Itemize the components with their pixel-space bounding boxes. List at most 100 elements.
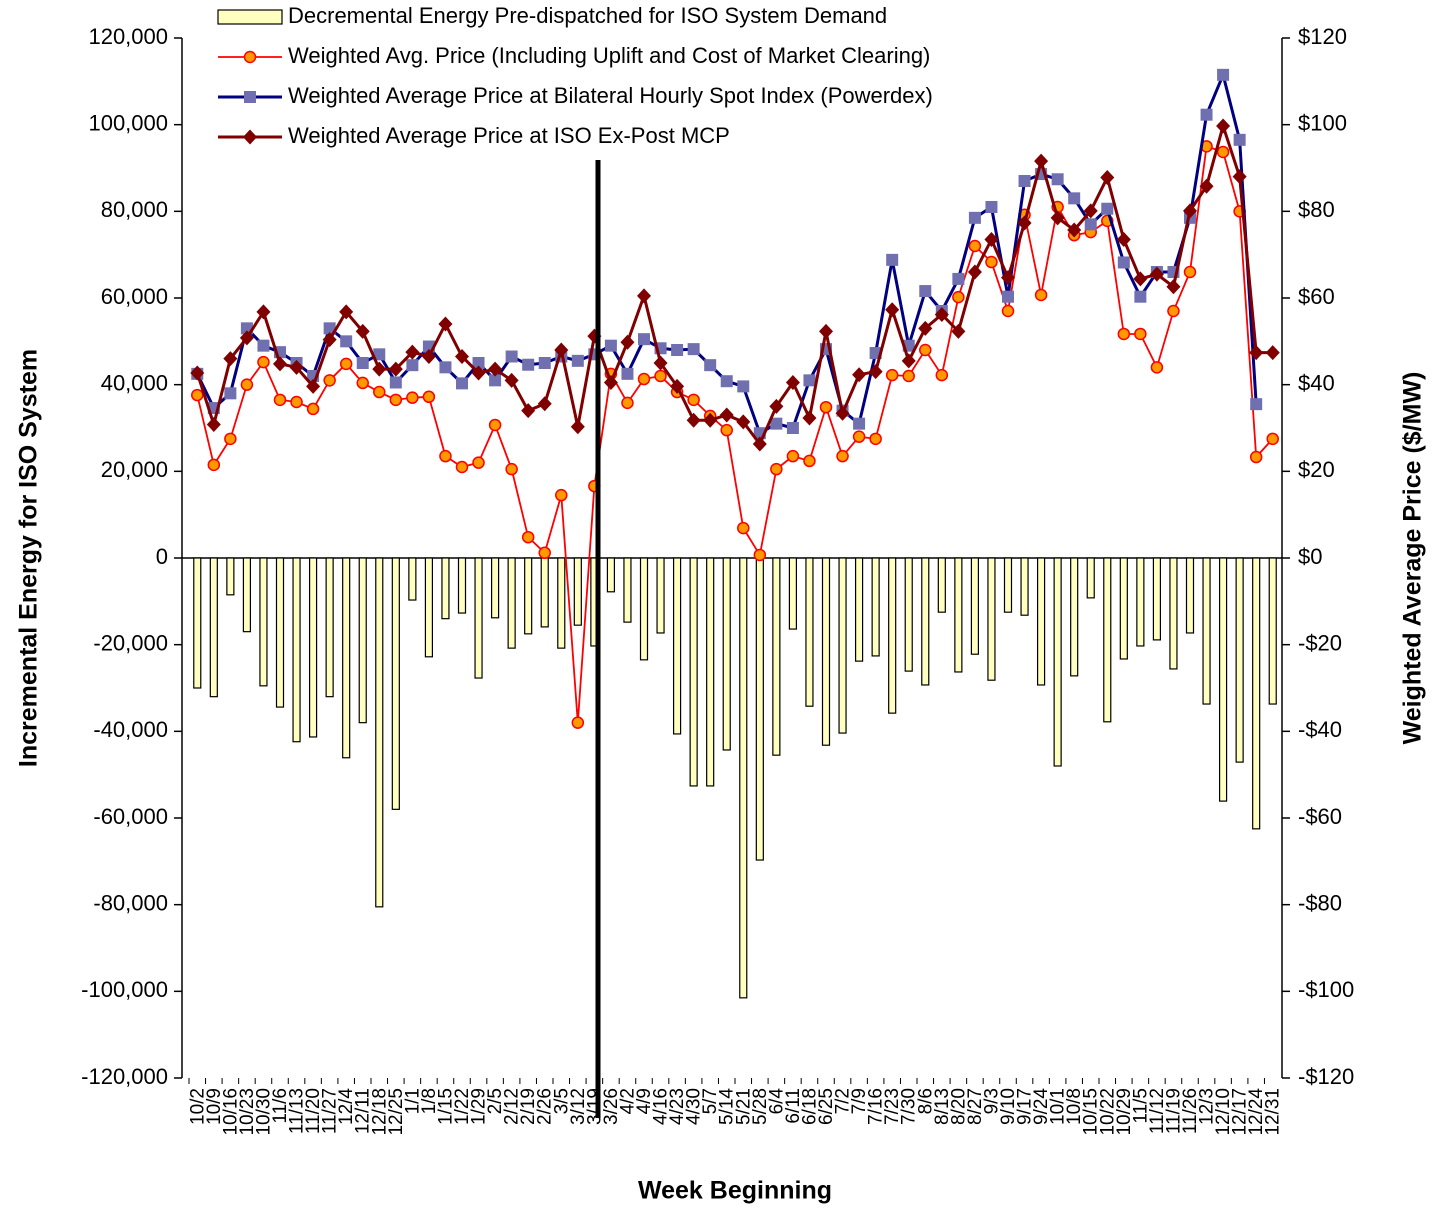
bar [408,557,417,601]
marker [653,355,668,371]
x-tick-label: 5/21 [733,1088,754,1125]
bar [821,557,831,746]
x-tick-label: 10/9 [204,1088,225,1125]
marker [852,367,867,383]
x-tick-label: 11/13 [287,1088,308,1134]
y2-tick-label: $60 [1298,284,1335,309]
marker [1116,232,1131,247]
x-tick-label: 6/11 [783,1088,804,1124]
marker [1167,304,1180,318]
marker [1216,145,1230,159]
marker [737,380,750,393]
marker [571,716,585,729]
x-tick-label: 1/22 [452,1088,473,1125]
bar [1268,557,1277,705]
marker [538,357,551,369]
marker [224,387,237,400]
x-tick-label: 3/26 [601,1088,622,1125]
marker [388,361,403,377]
marker [273,356,287,372]
y2-tick-label: -$40 [1298,717,1342,742]
bar [937,557,946,613]
y2-tick-label: $40 [1298,370,1335,395]
marker [290,395,303,409]
marker [207,458,221,472]
bar [358,557,367,724]
marker [406,359,419,372]
y-tick-label: -100,000 [81,977,168,1002]
marker [1133,271,1148,287]
marker [1084,218,1097,231]
marker [720,375,733,388]
y-tick-label: -20,000 [93,630,168,655]
x-tick-label: 10/23 [237,1088,258,1136]
y2-tick-label: -$60 [1298,804,1342,829]
x-tick-label: 4/9 [634,1088,655,1114]
marker [968,239,982,253]
marker [753,548,767,562]
bar [209,557,218,698]
marker [1183,265,1197,279]
marker [489,374,502,387]
bar [1185,557,1195,634]
x-tick-label: 3/12 [568,1088,589,1125]
marker [439,361,452,374]
x-tick-label: 11/12 [1147,1088,1168,1134]
marker [604,339,617,352]
marker [935,368,949,382]
marker [505,462,518,476]
x-tick-label: 6/25 [816,1088,837,1125]
marker [686,412,701,428]
x-tick-label: 11/19 [1163,1088,1184,1134]
y-tick-label: 60,000 [101,284,168,309]
marker [257,339,270,352]
legend-swatch [217,9,283,25]
bar [805,557,814,707]
x-tick-label: 11/5 [1130,1088,1151,1124]
marker [1233,133,1246,146]
marker [637,372,651,386]
x-tick-label: 5/7 [700,1088,721,1114]
x-tick-label: 2/5 [485,1088,506,1114]
marker [571,354,584,367]
x-tick-label: 10/16 [220,1088,241,1136]
bar [375,557,384,908]
marker [1150,361,1164,374]
y2-axis-title: Weighted Average Price ($/MW) [1399,372,1427,745]
marker [836,449,849,463]
marker [1034,288,1048,302]
bar [656,557,665,634]
marker [356,376,369,390]
x-tick-label: 5/28 [750,1088,771,1125]
y-tick-label: 100,000 [88,110,168,135]
line [196,145,1274,723]
marker [802,410,817,426]
bar [391,557,400,810]
bar [573,557,582,626]
x-tick-label: 10/15 [1081,1088,1102,1136]
marker [736,414,751,430]
marker [240,378,254,391]
x-tick-label: 5/14 [717,1088,738,1125]
marker [1018,175,1031,187]
x-tick-label: 7/30 [899,1088,920,1125]
marker [786,422,799,434]
legend-label: Weighted Avg. Price (Including Uplift an… [288,43,930,68]
x-tick-label: 1/8 [419,1088,440,1114]
x-tick-label: 8/27 [965,1088,986,1125]
x-tick-label: 7/23 [882,1088,903,1125]
marker [803,454,816,468]
bar [1218,557,1228,802]
bar [689,557,698,787]
marker [869,432,882,446]
bar [308,557,318,738]
marker [786,449,800,463]
bar [606,557,616,593]
x-tick-label: 10/30 [253,1088,274,1136]
x-tick-label: 2/19 [518,1088,539,1125]
marker [522,358,535,371]
x-tick-label: 4/30 [684,1088,705,1125]
marker [1067,222,1082,238]
x-tick-label: 6/4 [766,1088,787,1115]
